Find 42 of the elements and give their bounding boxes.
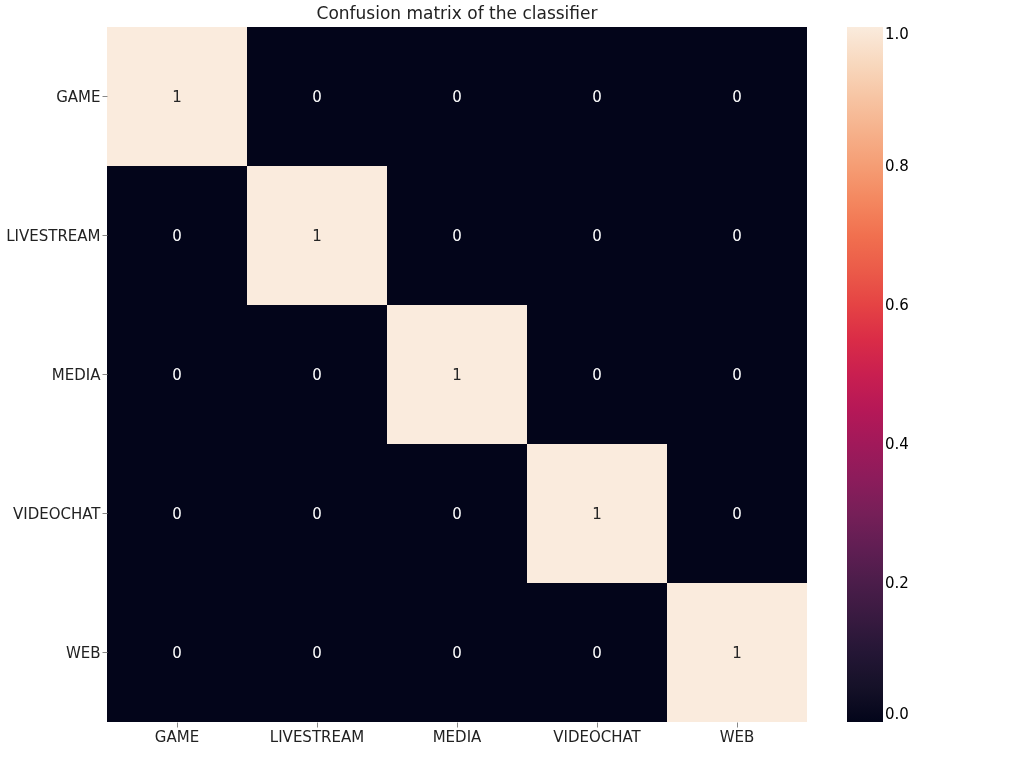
data-label: 0 bbox=[732, 87, 742, 106]
color-bar-label: 0.0 bbox=[885, 705, 909, 723]
data-label: 0 bbox=[592, 226, 602, 245]
data-label: 0 bbox=[452, 226, 462, 245]
y-tick-label: LIVESTREAM bbox=[6, 226, 101, 245]
data-label: 1 bbox=[312, 226, 322, 245]
x-tick-label: MEDIA bbox=[432, 727, 483, 746]
data-label: 0 bbox=[732, 226, 742, 245]
data-label: 0 bbox=[312, 365, 322, 384]
data-label: 0 bbox=[592, 365, 602, 384]
color-bar-label: 1.0 bbox=[885, 25, 909, 43]
color-bar-label: 0.2 bbox=[885, 574, 909, 592]
data-label: 1 bbox=[172, 87, 182, 106]
data-label: 0 bbox=[312, 643, 322, 662]
data-label: 0 bbox=[172, 504, 182, 523]
x-tick-label: LIVESTREAM bbox=[269, 727, 365, 746]
data-label: 0 bbox=[452, 87, 462, 106]
x-tick-label: WEB bbox=[719, 727, 755, 746]
data-label: 0 bbox=[732, 504, 742, 523]
data-label: 0 bbox=[312, 504, 322, 523]
data-label: 0 bbox=[172, 226, 182, 245]
y-tick-label: WEB bbox=[65, 643, 101, 662]
data-label: 0 bbox=[732, 365, 742, 384]
y-tick-label: MEDIA bbox=[51, 365, 102, 384]
data-label: 1 bbox=[732, 643, 742, 662]
data-label: 0 bbox=[452, 643, 462, 662]
x-tick-label: GAME bbox=[154, 727, 200, 746]
data-label: 0 bbox=[452, 504, 462, 523]
data-label: 0 bbox=[592, 87, 602, 106]
data-label: 0 bbox=[312, 87, 322, 106]
color-bar-label: 0.8 bbox=[885, 157, 909, 175]
y-tick-label: VIDEOCHAT bbox=[12, 504, 102, 523]
y-tick-label: GAME bbox=[56, 87, 101, 106]
color-bar-label: 0.4 bbox=[885, 435, 909, 453]
chart-title: Confusion matrix of the classifier bbox=[316, 3, 598, 23]
data-label: 0 bbox=[172, 365, 182, 384]
data-label: 0 bbox=[592, 643, 602, 662]
x-tick-label: VIDEOCHAT bbox=[553, 727, 642, 746]
data-label: 0 bbox=[172, 643, 182, 662]
color-bar-label: 0.6 bbox=[885, 296, 909, 314]
data-label: 1 bbox=[592, 504, 602, 523]
data-label: 1 bbox=[452, 365, 462, 384]
